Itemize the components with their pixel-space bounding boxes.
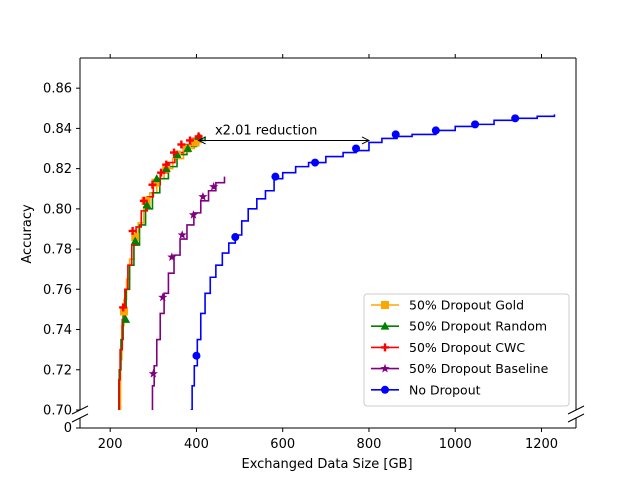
y-tick-label: 0.72: [43, 363, 72, 378]
y-tick-label: 0.80: [43, 202, 72, 217]
y-tick-label: 0.84: [43, 122, 72, 137]
x-tick-label: 1000: [439, 437, 472, 452]
marker-50-dropout-gold: [119, 307, 128, 316]
marker-no-dropout: [192, 351, 201, 360]
series-markers: [119, 114, 520, 378]
legend-frame: [363, 293, 570, 407]
marker-no-dropout: [391, 130, 400, 139]
y-tick-label: 0.82: [43, 162, 72, 177]
marker-50-dropout-baseline: [167, 252, 177, 262]
marker-no-dropout: [311, 158, 320, 167]
marker-no-dropout: [511, 114, 520, 123]
legend-label-50-dropout-random: 50% Dropout Random: [409, 319, 547, 334]
marker-50-dropout-baseline: [158, 292, 168, 302]
marker-50-dropout-baseline: [209, 181, 219, 191]
legend-marker-50-dropout-baseline: [380, 363, 390, 373]
marker-50-dropout-cwc: [194, 132, 203, 141]
axis-break-mark-left-lower: [71, 413, 89, 423]
marker-50-dropout-cwc: [119, 303, 128, 312]
marker-50-dropout-cwc: [157, 168, 166, 177]
y-tick-label: 0.78: [43, 243, 72, 258]
marker-50-dropout-gold: [151, 178, 160, 187]
marker-50-dropout-random: [142, 200, 152, 209]
marker-50-dropout-baseline: [188, 210, 198, 219]
series-line-50-dropout-gold: [119, 136, 202, 410]
marker-50-dropout-cwc: [170, 148, 179, 157]
x-axis-title: Exchanged Data Size [GB]: [241, 457, 412, 472]
marker-50-dropout-cwc: [162, 160, 171, 169]
marker-50-dropout-random: [183, 143, 193, 152]
legend-marker-no-dropout: [381, 385, 389, 394]
legend-label-50-dropout-gold: 50% Dropout Gold: [409, 298, 524, 313]
x-tick-label: 800: [357, 437, 382, 452]
axis-break-mark-right-lower: [567, 413, 585, 423]
legend-marker-50-dropout-gold: [381, 301, 389, 309]
marker-50-dropout-random: [152, 174, 162, 183]
marker-50-dropout-cwc: [185, 136, 194, 145]
y-tick-label-zero: 0: [64, 421, 72, 436]
reduction-annotation: x2.01 reduction: [197, 123, 371, 145]
marker-50-dropout-baseline: [148, 368, 158, 378]
x-tick-label: 1200: [525, 437, 558, 452]
y-axis-title: Accuracy: [20, 204, 35, 264]
y-tick-label: 0.74: [43, 323, 72, 338]
marker-50-dropout-baseline: [198, 191, 208, 201]
marker-no-dropout: [431, 126, 440, 135]
marker-50-dropout-random: [130, 236, 140, 245]
legend-label-50-dropout-baseline: 50% Dropout Baseline: [409, 361, 549, 376]
legend-label-no-dropout: No Dropout: [409, 382, 481, 397]
y-tick-label: 0.86: [43, 82, 72, 97]
marker-50-dropout-cwc: [128, 226, 137, 235]
legend: 50% Dropout Gold 50% Dropout Random 50% Dr…: [363, 293, 570, 407]
marker-50-dropout-random: [121, 314, 131, 323]
marker-no-dropout: [352, 144, 361, 153]
legend-marker-50-dropout-cwc: [381, 343, 389, 352]
marker-50-dropout-cwc: [177, 140, 186, 149]
x-tick-label: 400: [184, 437, 209, 452]
marker-50-dropout-gold: [191, 138, 200, 147]
x-tick-label: 200: [98, 437, 123, 452]
series-line-50-dropout-baseline: [151, 176, 226, 410]
legend-marker-50-dropout-random: [380, 321, 390, 330]
reduction-arrow-head-left: [197, 136, 206, 145]
marker-50-dropout-cwc: [148, 180, 157, 189]
y-axis-ticks: 0.70 0.72 0.74 0.76 0.78 0.80 0.82 0.84 0.86: [43, 82, 80, 419]
marker-50-dropout-cwc: [139, 196, 148, 205]
legend-label-50-dropout-cwc: 50% Dropout CWC: [409, 340, 525, 355]
marker-no-dropout: [231, 233, 240, 242]
axis-break-mark-right-upper: [567, 405, 585, 415]
series-line-50-dropout-random: [117, 136, 206, 410]
x-axis-ticks: 200 400 600 800 1000 1200: [98, 54, 558, 452]
y-tick-label: 0.76: [43, 283, 72, 298]
marker-50-dropout-baseline: [177, 230, 187, 239]
reduction-annotation-text: x2.01 reduction: [215, 123, 317, 138]
y-tick-label: 0.70: [43, 404, 72, 419]
x-tick-label: 600: [270, 437, 295, 452]
marker-no-dropout: [471, 120, 480, 129]
reduction-arrow-head-right: [361, 136, 371, 145]
series-line-no-dropout: [190, 114, 556, 410]
marker-no-dropout: [271, 172, 280, 181]
